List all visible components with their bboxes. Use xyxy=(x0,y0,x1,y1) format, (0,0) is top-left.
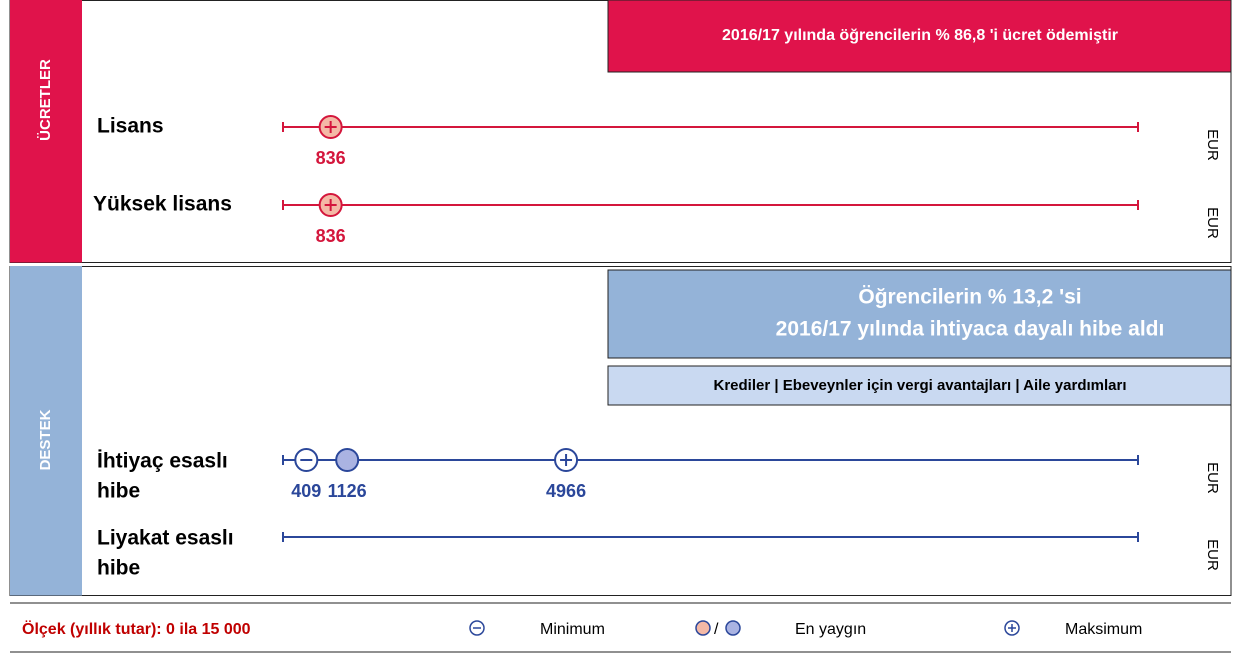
row-label: hibe xyxy=(97,480,140,503)
note-box xyxy=(607,269,1232,359)
note-text: 2016/17 yılında öğrencilerin % 86,8 'i ü… xyxy=(722,27,1118,44)
note-box xyxy=(607,0,1232,73)
row-label: hibe xyxy=(97,557,140,580)
row-label: Liyakat esaslı xyxy=(97,527,234,550)
legend-text: Minimum xyxy=(540,621,605,638)
subnote-text: Krediler | Ebeveynler için vergi avantaj… xyxy=(713,377,1126,394)
row-label: İhtiyaç esaslı xyxy=(97,450,228,473)
unit: EUR xyxy=(1204,129,1221,161)
value-label: 409 xyxy=(291,481,321,501)
marker-common xyxy=(335,448,360,472)
legend-icon xyxy=(695,620,711,636)
panel-name: DESTEK xyxy=(37,409,54,470)
subnote-box xyxy=(607,365,1232,406)
value-label: 4966 xyxy=(546,481,586,501)
panel-strip xyxy=(10,0,82,263)
value-label: 836 xyxy=(316,226,346,246)
unit: EUR xyxy=(1204,207,1221,239)
panel-strip xyxy=(10,266,82,596)
note-text: Öğrencilerin % 13,2 'si xyxy=(858,286,1081,309)
row-label: Lisans xyxy=(97,115,164,138)
value-label: 836 xyxy=(316,148,346,168)
legend-text: / xyxy=(714,621,719,638)
note-text: 2016/17 yılında ihtiyaca dayalı hibe ald… xyxy=(776,318,1165,341)
unit: EUR xyxy=(1204,539,1221,571)
legend-text: Maksimum xyxy=(1065,621,1142,638)
value-label: 1126 xyxy=(328,481,367,501)
legend-text: En yaygın xyxy=(795,621,866,638)
scale-label: Ölçek (yıllık tutar): 0 ila 15 000 xyxy=(22,619,251,638)
legend-icon xyxy=(725,620,741,636)
row-label: Yüksek lisans xyxy=(93,193,232,216)
panel-name: ÜCRETLER xyxy=(37,59,54,141)
unit: EUR xyxy=(1204,462,1221,494)
